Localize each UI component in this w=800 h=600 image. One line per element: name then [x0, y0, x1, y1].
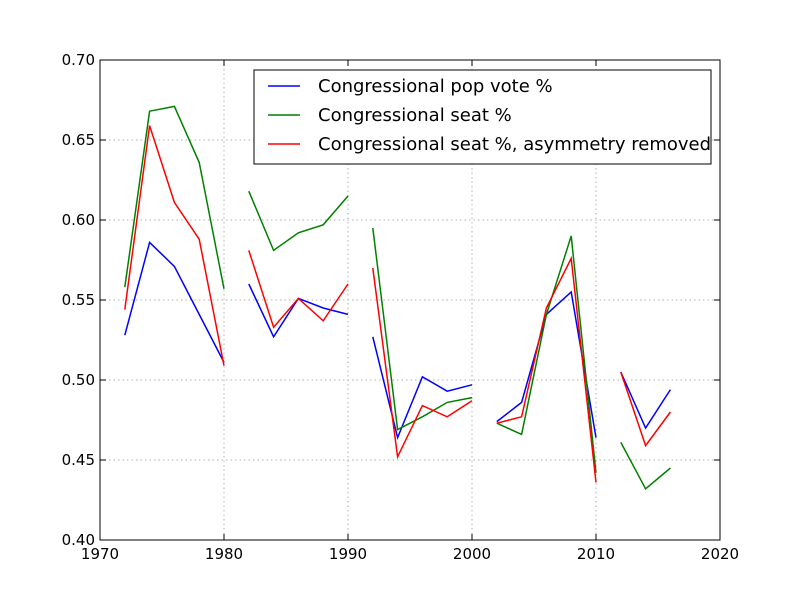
x-tick-label: 1980: [205, 545, 243, 563]
series-line-2: [248, 190, 349, 252]
series-lines: [124, 105, 672, 490]
legend-label-1: Congressional pop vote %: [318, 76, 553, 97]
y-tick-label: 0.70: [62, 51, 95, 69]
y-tick-label: 0.60: [62, 211, 95, 229]
y-tick-label: 0.65: [62, 131, 95, 149]
series-line-1: [372, 336, 473, 441]
series-line-3: [496, 255, 597, 483]
series-line-1: [124, 240, 225, 363]
series-line-3: [372, 267, 473, 460]
series-line-1: [248, 283, 349, 339]
series-line-2: [372, 227, 473, 431]
grid: [100, 60, 720, 540]
x-tick-label: 1990: [329, 545, 367, 563]
series-line-2: [496, 235, 597, 473]
x-tick-label: 2000: [453, 545, 491, 563]
series-line-2: [124, 105, 225, 289]
series-line-3: [248, 250, 349, 329]
y-tick-label: 0.45: [62, 451, 95, 469]
y-tick-label: 0.40: [62, 531, 95, 549]
legend-box: [253, 69, 712, 165]
series-line-3: [620, 371, 672, 448]
y-tick-label: 0.50: [62, 371, 95, 389]
legend-label-3: Congressional seat %, asymmetry removed: [318, 134, 711, 155]
y-tick-label: 0.55: [62, 291, 95, 309]
x-tick-label: 2020: [701, 545, 739, 563]
x-tick-label: 1970: [81, 545, 119, 563]
legend-label-2: Congressional seat %: [318, 105, 512, 126]
series-line-1: [620, 371, 672, 430]
plot-frame: [99, 59, 721, 541]
x-tick-label: 2010: [577, 545, 615, 563]
legend: Congressional pop vote % Congressional se…: [253, 69, 712, 165]
series-line-2: [620, 442, 671, 490]
series-line-3: [124, 125, 225, 366]
axis-ticks: 1970 1980 1990 2000 2010 2020 0.40 0.45 0.50 0.55…: [62, 51, 740, 563]
